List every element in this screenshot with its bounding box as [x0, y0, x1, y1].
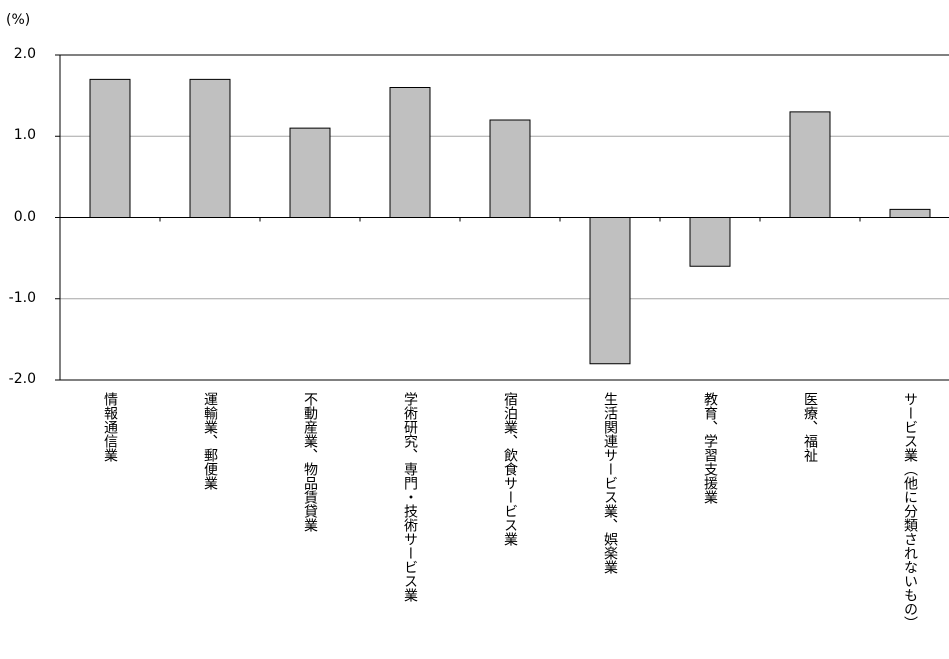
bar-8 [889, 208, 931, 218]
category-label: 不動産業、物品賃貸業 [302, 392, 318, 532]
category-label: 宿泊業、飲食サービス業 [502, 392, 518, 546]
category-label: 運輸業、郵便業 [202, 392, 218, 490]
bar-6 [689, 217, 731, 267]
category-label: 学術研究、専門・技術サービス業 [402, 392, 418, 602]
y-tick-label: -1.0 [8, 289, 36, 306]
bar-4 [489, 119, 531, 218]
bar-7 [789, 111, 831, 218]
y-tick-label: 1.0 [13, 127, 36, 144]
category-label: 教育、学習支援業 [702, 392, 718, 504]
bar-0 [89, 78, 131, 218]
bar-1 [189, 78, 231, 218]
bar-2 [289, 127, 331, 218]
category-label: サービス業（他に分類されないもの） [902, 392, 918, 630]
category-label: 情報通信業 [102, 392, 118, 462]
bar-3 [389, 87, 431, 218]
y-tick-label: -2.0 [8, 371, 36, 387]
y-tick-label: 2.0 [13, 46, 36, 62]
bar-5 [589, 217, 631, 365]
category-label: 生活関連サービス業、娯楽業 [602, 392, 618, 574]
category-label: 医療、福祉 [802, 392, 818, 462]
y-tick-label: 0.0 [13, 208, 36, 225]
y-unit-label: (%) [6, 12, 31, 28]
